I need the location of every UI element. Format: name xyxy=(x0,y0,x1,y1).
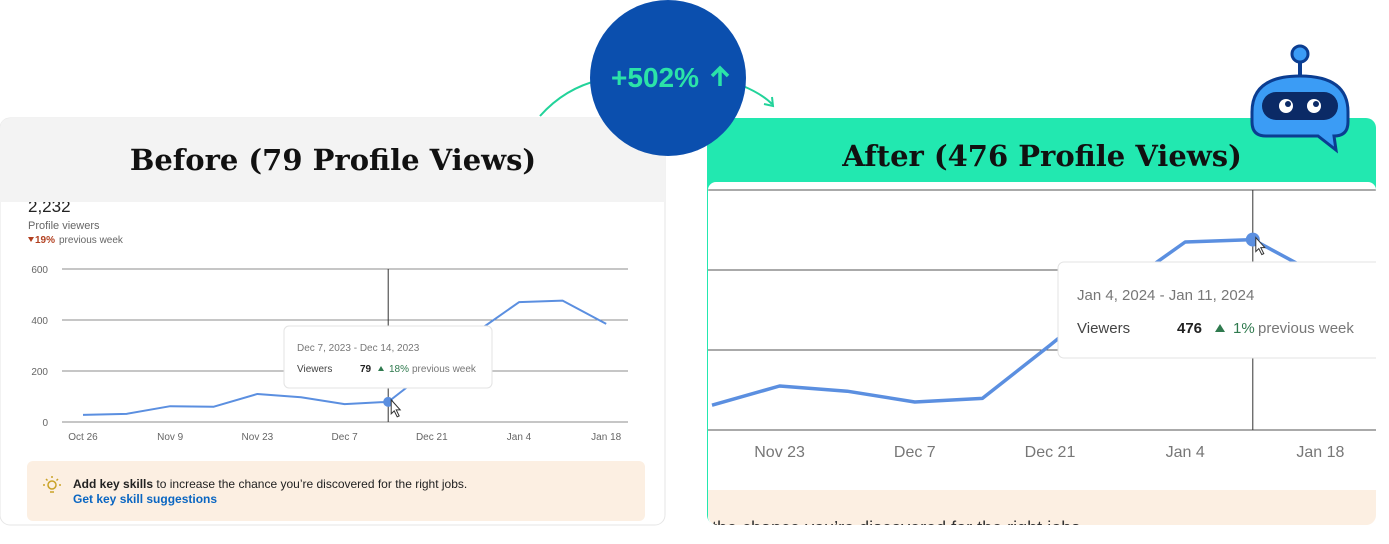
banner-rest: to increase the chance you’re discovered… xyxy=(156,477,467,491)
tooltip-note: previous week xyxy=(412,364,477,375)
tooltip-note: previous week xyxy=(1258,320,1354,337)
up-arrow xyxy=(378,366,384,371)
after-tooltip: Jan 4, 2024 - Jan 11, 2024 Viewers 476 1… xyxy=(1057,261,1389,359)
x-tick-label: Nov 23 xyxy=(242,432,274,443)
bulb-icon xyxy=(43,476,61,493)
x-tick-label: Oct 26 xyxy=(68,432,98,443)
x-tick-label: Dec 21 xyxy=(1025,444,1076,461)
badge xyxy=(590,0,746,156)
robot-icon xyxy=(1250,44,1350,154)
before-tooltip: Dec 7, 2023 - Dec 14, 2023 Viewers 79 18… xyxy=(283,325,493,389)
x-tick-label: Jan 18 xyxy=(1296,444,1344,461)
tooltip-box xyxy=(283,325,493,389)
before-header-base xyxy=(0,190,665,202)
series-line xyxy=(82,299,607,416)
tooltip-value: 79 xyxy=(360,364,372,375)
after-bottom: the chance you’re discovered for the rig… xyxy=(708,490,1376,538)
tooltip-change: 1% xyxy=(1233,320,1255,337)
x-tick-label: Jan 18 xyxy=(591,432,621,443)
tooltip-metric: Viewers xyxy=(1077,320,1130,337)
before-header xyxy=(0,118,665,202)
cursor xyxy=(390,398,402,418)
tooltip-box xyxy=(1057,261,1389,359)
tooltip-range: Jan 4, 2024 - Jan 11, 2024 xyxy=(1077,287,1254,304)
before-chart: 2,232 Profile viewers 19% previous week … xyxy=(28,197,628,443)
skills-banner xyxy=(27,461,645,521)
y-tick-label: 600 xyxy=(31,265,48,276)
up-arrow xyxy=(1215,324,1225,332)
banner-link[interactable]: Get key skill suggestions xyxy=(73,492,217,506)
before-title: Before (79 Profile Views) xyxy=(130,143,536,177)
down-arrow xyxy=(28,237,34,242)
banner-bold: Add key skills xyxy=(73,477,153,491)
y-tick-label: 200 xyxy=(31,367,48,378)
tooltip-change: 18% xyxy=(389,364,409,375)
edge-mask xyxy=(1376,250,1389,370)
tooltip-range: Dec 7, 2023 - Dec 14, 2023 xyxy=(297,343,420,354)
after-banner xyxy=(708,490,1376,525)
arrow-head xyxy=(763,96,775,108)
x-tick-label: Nov 9 xyxy=(157,432,184,443)
after-banner-text: the chance you’re discovered for the rig… xyxy=(712,518,1085,538)
badge-text: +502% xyxy=(611,62,699,93)
x-tick-label: Jan 4 xyxy=(507,432,532,443)
tooltip-metric: Viewers xyxy=(297,364,332,375)
x-tick-label: Dec 21 xyxy=(416,432,448,443)
badge-arrow xyxy=(710,65,730,86)
x-tick-label: Nov 23 xyxy=(754,444,805,461)
x-tick-label: Jan 4 xyxy=(1166,444,1205,461)
cursor xyxy=(1255,236,1266,256)
banner-text: Add key skills to increase the chance yo… xyxy=(73,477,467,491)
y-tick-label: 0 xyxy=(42,418,48,429)
series-line xyxy=(711,237,1322,407)
arrow-right xyxy=(742,85,773,105)
y-tick-label: 400 xyxy=(31,316,48,327)
summary-note: previous week xyxy=(59,235,124,246)
summary-label: Profile viewers xyxy=(28,220,100,232)
x-tick-label: Dec 7 xyxy=(894,444,936,461)
summary-change: 19% xyxy=(35,235,55,246)
tooltip-value: 476 xyxy=(1177,320,1202,337)
after-title: After (476 Profile Views) xyxy=(841,139,1242,173)
x-tick-label: Dec 7 xyxy=(332,432,359,443)
